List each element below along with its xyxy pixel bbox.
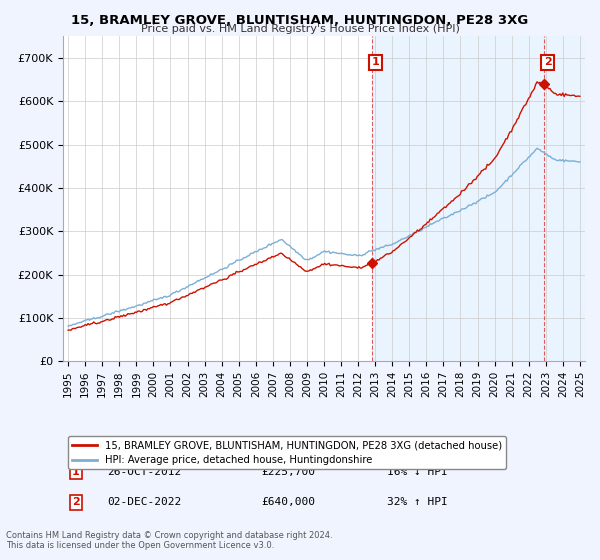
Text: 26-OCT-2012: 26-OCT-2012 <box>107 466 182 477</box>
Text: 1: 1 <box>371 57 379 67</box>
Text: 15, BRAMLEY GROVE, BLUNTISHAM, HUNTINGDON, PE28 3XG: 15, BRAMLEY GROVE, BLUNTISHAM, HUNTINGDO… <box>71 14 529 27</box>
Text: Contains HM Land Registry data © Crown copyright and database right 2024.: Contains HM Land Registry data © Crown c… <box>6 531 332 540</box>
Bar <box>372 36 589 361</box>
Text: Price paid vs. HM Land Registry's House Price Index (HPI): Price paid vs. HM Land Registry's House … <box>140 24 460 34</box>
Text: 32% ↑ HPI: 32% ↑ HPI <box>386 497 448 507</box>
Text: 1: 1 <box>72 466 80 477</box>
Text: 16% ↓ HPI: 16% ↓ HPI <box>386 466 448 477</box>
Text: This data is licensed under the Open Government Licence v3.0.: This data is licensed under the Open Gov… <box>6 541 274 550</box>
Legend: 15, BRAMLEY GROVE, BLUNTISHAM, HUNTINGDON, PE28 3XG (detached house), HPI: Avera: 15, BRAMLEY GROVE, BLUNTISHAM, HUNTINGDO… <box>68 436 506 469</box>
Text: £640,000: £640,000 <box>262 497 316 507</box>
Text: £225,700: £225,700 <box>262 466 316 477</box>
Text: 2: 2 <box>544 57 551 67</box>
Text: 02-DEC-2022: 02-DEC-2022 <box>107 497 182 507</box>
Text: 2: 2 <box>72 497 80 507</box>
